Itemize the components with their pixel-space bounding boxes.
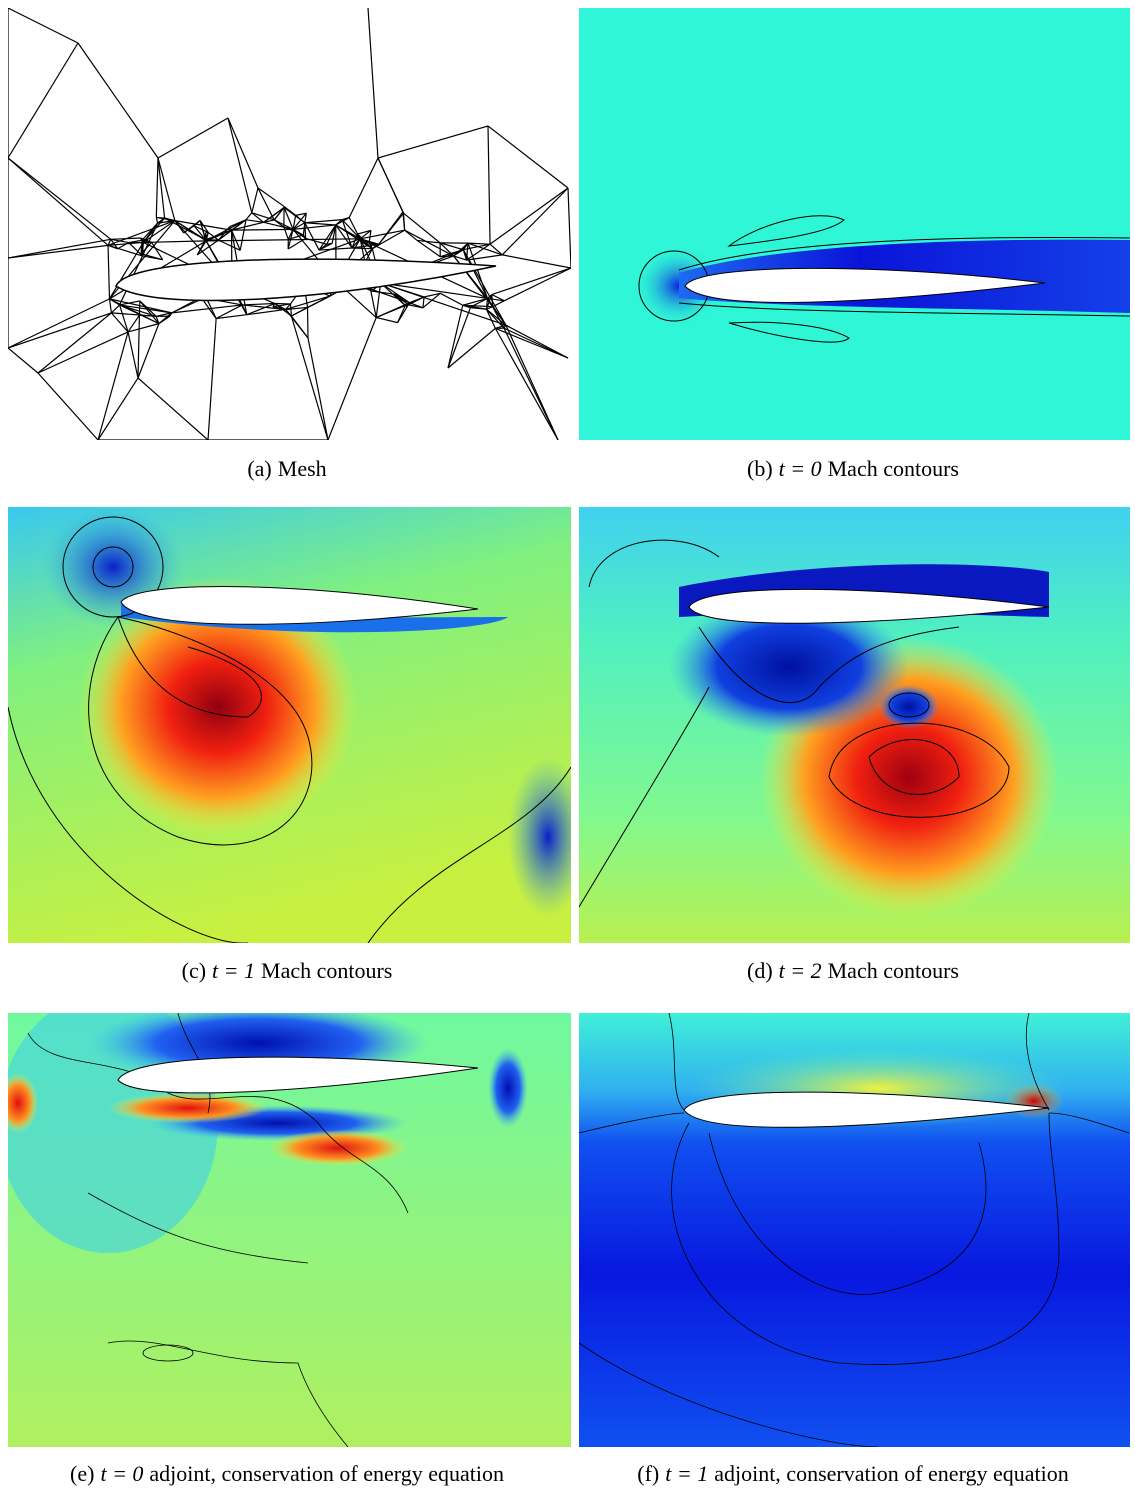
mesh-edge — [108, 245, 109, 298]
caption-math: t = 2 — [779, 958, 822, 983]
mesh-edge — [138, 324, 159, 378]
mesh-edge — [495, 328, 558, 440]
mesh-edge — [506, 325, 558, 440]
caption-label: (c) — [182, 958, 206, 983]
caption-label: (e) — [70, 1461, 94, 1486]
mesh-edge — [376, 283, 380, 318]
mesh-edge — [143, 241, 206, 243]
mesh-edge — [258, 188, 284, 207]
mesh-edge — [349, 158, 378, 218]
mesh-edge — [111, 305, 119, 313]
mesh-edge — [404, 213, 405, 230]
mesh-edge — [490, 188, 568, 244]
mesh-edge — [158, 118, 228, 158]
mesh-edge — [246, 213, 252, 220]
adjoint-t1-image — [579, 1013, 1130, 1447]
mesh-edge — [308, 338, 328, 440]
caption-label: (b) — [747, 456, 773, 481]
caption-text: Mach contours — [828, 456, 959, 481]
mesh-edge — [158, 158, 175, 221]
mesh-edge — [504, 268, 571, 301]
caption-math: t = 1 — [212, 958, 255, 983]
adjoint-t0-image — [8, 1013, 571, 1447]
mesh-edge — [8, 239, 111, 258]
mesh-edge — [8, 299, 109, 348]
mesh-edge — [38, 373, 98, 440]
mesh-edge — [156, 217, 157, 223]
mesh-edge — [8, 158, 111, 239]
caption: (b)t = 0Mach contours — [576, 456, 1135, 482]
mach-t2-image — [579, 507, 1130, 943]
mesh-edge — [252, 188, 258, 213]
mesh-edge — [368, 8, 378, 158]
mesh-edge — [568, 188, 571, 268]
mesh-edge — [291, 316, 328, 440]
mesh-edge — [208, 319, 216, 440]
mesh-edge — [156, 158, 158, 217]
mesh-edge — [502, 188, 568, 255]
mesh-edge — [463, 250, 506, 325]
mesh-edge — [291, 304, 292, 316]
caption-text: adjoint, conservation of energy equation — [714, 1461, 1069, 1486]
caption: (a) Mesh — [10, 456, 570, 482]
mach-t1-image — [8, 507, 571, 943]
mesh-edge — [109, 299, 111, 313]
mesh-image — [8, 8, 571, 440]
mach-t0-image — [579, 8, 1130, 440]
mesh-edge — [305, 223, 336, 225]
mesh-edge — [8, 313, 111, 348]
caption: (d)t = 2Mach contours — [576, 958, 1135, 984]
caption-math: t = 1 — [665, 1461, 708, 1486]
mesh-edge — [502, 255, 571, 268]
mesh-edge — [240, 220, 246, 251]
mesh-edge — [8, 43, 78, 158]
mesh-edge — [376, 318, 397, 323]
mesh-edge — [8, 158, 108, 245]
figure: (a)Mesh (b)t = 0Mach contours (c)t = 1Ma… — [0, 0, 1135, 1491]
caption: (f) t = 1adjoint, conservation of energy … — [576, 1461, 1135, 1487]
mesh-edge — [38, 313, 111, 373]
mesh-edge — [197, 240, 218, 255]
mesh-edge — [492, 268, 571, 295]
mesh-edge — [8, 8, 78, 43]
caption-label: (f) — [637, 1461, 659, 1486]
mesh-edge — [8, 245, 108, 258]
mesh-edge — [378, 158, 404, 213]
mesh-edge — [128, 332, 138, 378]
mesh-edge — [379, 213, 404, 244]
mesh-edge — [8, 348, 38, 373]
mesh-edge — [488, 126, 490, 244]
mesh-edge — [98, 332, 128, 440]
mesh-edge — [448, 305, 463, 368]
caption-math: t = 0 — [779, 456, 822, 481]
mesh-edge — [232, 229, 294, 230]
caption-label: (d) — [747, 958, 773, 983]
mesh-edge — [440, 293, 462, 305]
caption-math: t = 0 — [100, 1461, 143, 1486]
mesh-edge — [138, 378, 208, 440]
caption-text: Mesh — [278, 456, 327, 481]
mesh-edge — [378, 126, 488, 158]
mesh-edge — [404, 213, 441, 243]
caption-text: Mach contours — [261, 958, 392, 983]
mesh-edge — [305, 220, 342, 223]
mesh-edge — [242, 304, 275, 305]
mesh-edge — [38, 332, 128, 373]
mesh-edge — [158, 158, 165, 218]
mesh-edge — [488, 126, 568, 188]
mesh-edge — [138, 315, 139, 378]
caption-text: adjoint, conservation of energy equation — [149, 1461, 504, 1486]
mesh-edge — [206, 239, 360, 241]
mesh-edge — [258, 188, 272, 216]
caption-label: (a) — [247, 456, 271, 481]
mesh-edge — [78, 43, 158, 158]
mesh-edge — [423, 297, 424, 308]
mesh-edge — [328, 318, 376, 440]
mesh-edge — [98, 378, 138, 440]
caption-text: Mach contours — [828, 958, 959, 983]
